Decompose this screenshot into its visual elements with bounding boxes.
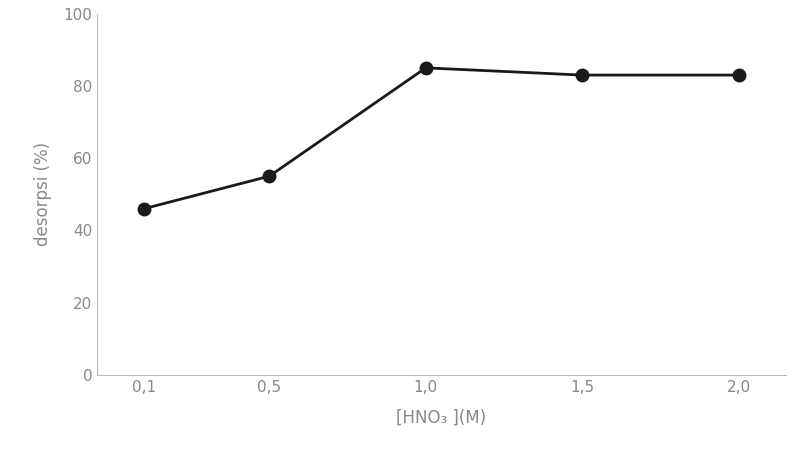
X-axis label: [HNO₃ ](M): [HNO₃ ](M) bbox=[396, 409, 487, 426]
Y-axis label: desorpsi (%): desorpsi (%) bbox=[34, 142, 53, 246]
